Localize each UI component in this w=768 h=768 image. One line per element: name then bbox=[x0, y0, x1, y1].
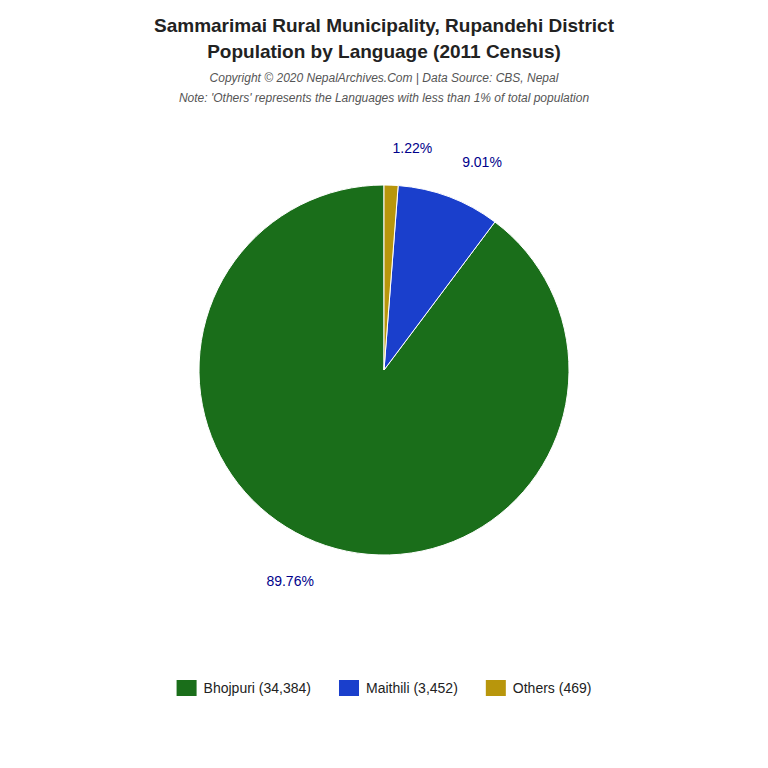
legend-label: Maithili (3,452) bbox=[366, 680, 458, 696]
legend: Bhojpuri (34,384) Maithili (3,452) Others … bbox=[177, 680, 592, 696]
legend-item: Bhojpuri (34,384) bbox=[177, 680, 311, 696]
title: Sammarimai Rural Municipality, Rupandehi… bbox=[154, 15, 615, 36]
legend-label: Bhojpuri (34,384) bbox=[204, 680, 311, 696]
subtitle: Population by Language (2011 Census) bbox=[207, 41, 561, 62]
annotation: Copyright © 2020 NepalArchives.Com | Dat… bbox=[210, 71, 559, 85]
pie: 89.76% 9.01% 1.22% bbox=[199, 140, 569, 588]
header: Sammarimai Rural Municipality, Rupandehi… bbox=[154, 15, 615, 105]
legend-swatch bbox=[339, 680, 359, 696]
legend-item: Others (469) bbox=[486, 680, 592, 696]
slice bbox=[384, 186, 495, 370]
legend-swatch bbox=[177, 680, 197, 696]
legend-swatch bbox=[486, 680, 506, 696]
legend-label: Others (469) bbox=[513, 680, 592, 696]
slice bbox=[384, 185, 398, 370]
annotation: Note: 'Others' represents the Languages … bbox=[179, 91, 589, 105]
data-label: 1.22% bbox=[393, 140, 433, 156]
data-label: 89.76% bbox=[266, 573, 313, 589]
slice bbox=[199, 185, 569, 555]
data-label: 9.01% bbox=[462, 154, 502, 170]
legend-item: Maithili (3,452) bbox=[339, 680, 458, 696]
chart: Sammarimai Rural Municipality, Rupandehi… bbox=[0, 0, 768, 768]
